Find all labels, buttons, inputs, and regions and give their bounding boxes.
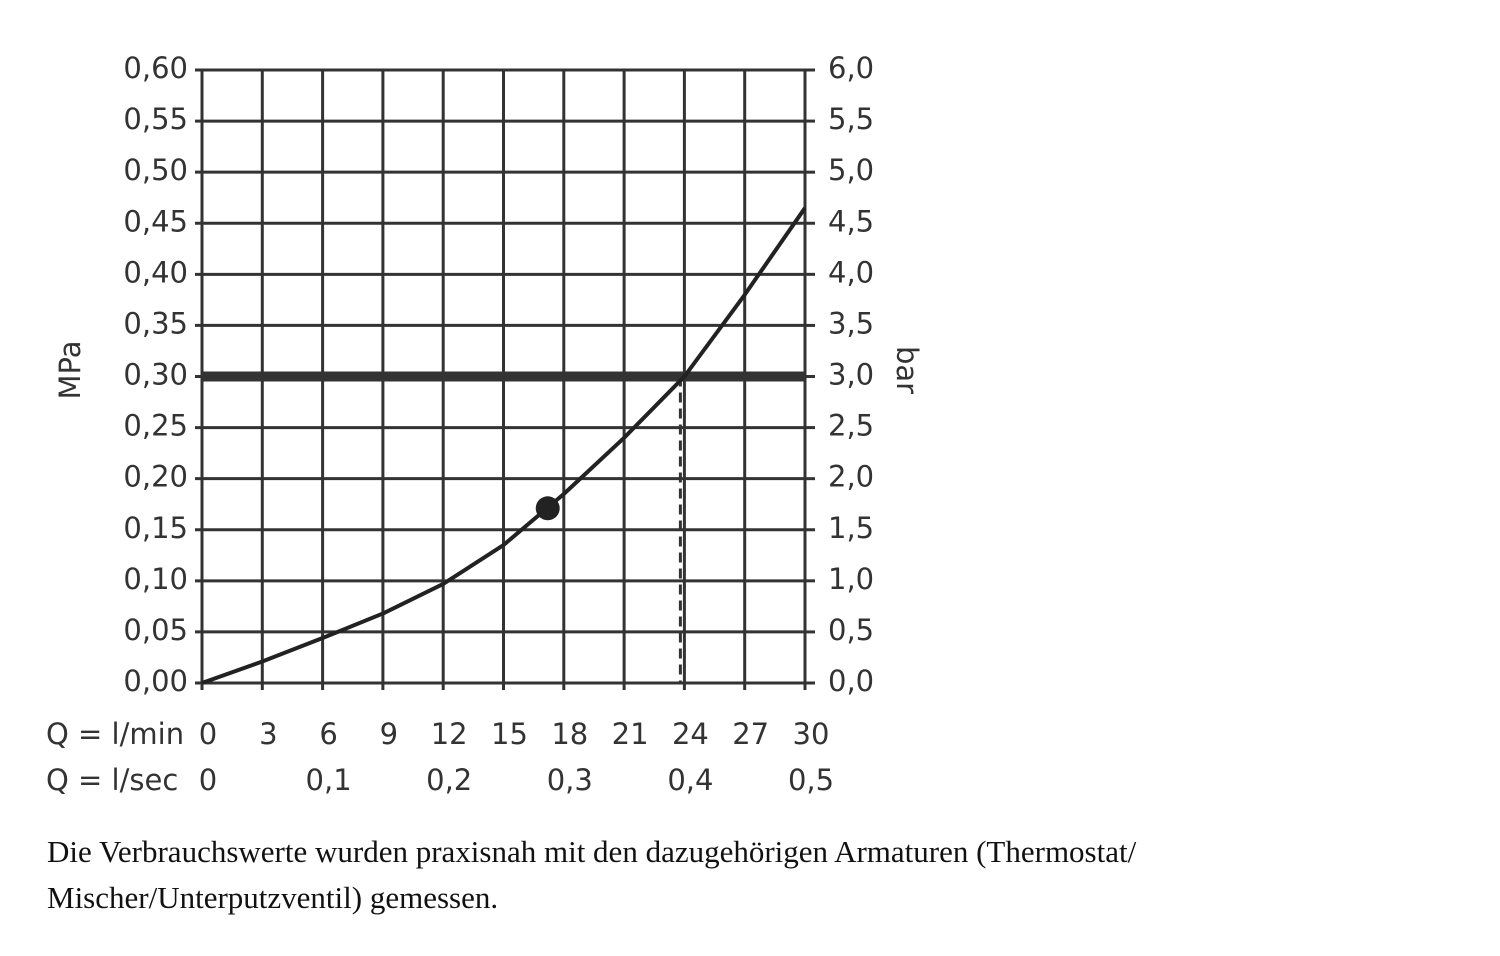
y2-tick-label: 5,5 [828, 102, 874, 136]
x-axis-label: Q = l/min [46, 717, 184, 751]
y2-tick-label: 0,5 [828, 613, 874, 647]
y-tick-label: 0,15 [123, 511, 188, 545]
caption: Die Verbrauchswerte wurden praxisnah mit… [47, 834, 1137, 869]
y-tick-label: 0,50 [123, 153, 188, 187]
x-tick-label: 21 [612, 717, 649, 751]
x2-axis-label: Q = l/sec [46, 763, 178, 797]
y-tick-label: 0,55 [123, 102, 188, 136]
x-tick-label: 18 [551, 717, 588, 751]
x2-tick-label: 0,5 [788, 763, 834, 797]
y2-tick-label: 3,5 [828, 306, 874, 340]
caption: Mischer/Unterputzventil) gemessen. [47, 880, 498, 915]
x-tick-label: 15 [491, 717, 528, 751]
x-tick-label: 3 [259, 717, 277, 751]
y2-tick-label: 4,5 [828, 204, 874, 238]
y-tick-label: 0,45 [123, 204, 188, 238]
curve [201, 206, 807, 685]
y-tick-label: 0,10 [123, 562, 188, 596]
x2-tick-label: 0,4 [667, 763, 713, 797]
x-tick-label: 27 [732, 717, 769, 751]
y2-tick-label: 1,5 [828, 511, 874, 545]
operating-point [535, 496, 560, 521]
y-tick-label: 0,35 [123, 306, 188, 340]
y-tick-label: 0,30 [123, 358, 188, 392]
y-tick-label: 0,00 [123, 664, 188, 698]
x2-tick-label: 0,2 [426, 763, 472, 797]
y2-tick-label: 6,0 [828, 51, 874, 85]
x2-tick-label: 0,3 [547, 763, 593, 797]
y2-axis-label: bar [890, 346, 924, 394]
x-tick-label: 12 [431, 717, 468, 751]
y-tick-label: 0,25 [123, 409, 188, 443]
x-tick-label: 30 [793, 717, 830, 751]
x-tick-label: 6 [319, 717, 337, 751]
y2-tick-label: 0,0 [828, 664, 874, 698]
y2-tick-label: 1,0 [828, 562, 874, 596]
x-tick-label: 9 [380, 717, 398, 751]
x-tick-label: 0 [199, 717, 217, 751]
y2-tick-label: 4,0 [828, 255, 874, 289]
x2-tick-label: 0,1 [306, 763, 352, 797]
y-axis-label: MPa [53, 341, 87, 400]
y-tick-label: 0,60 [123, 51, 188, 85]
y2-tick-label: 2,5 [828, 409, 874, 443]
y-tick-label: 0,40 [123, 255, 188, 289]
y-tick-label: 0,20 [123, 460, 188, 494]
y2-tick-label: 3,0 [828, 358, 874, 392]
y-tick-label: 0,05 [123, 613, 188, 647]
y2-tick-label: 2,0 [828, 460, 874, 494]
x2-tick-label: 0 [199, 763, 217, 797]
y2-tick-label: 5,0 [828, 153, 874, 187]
x-tick-label: 24 [672, 717, 709, 751]
